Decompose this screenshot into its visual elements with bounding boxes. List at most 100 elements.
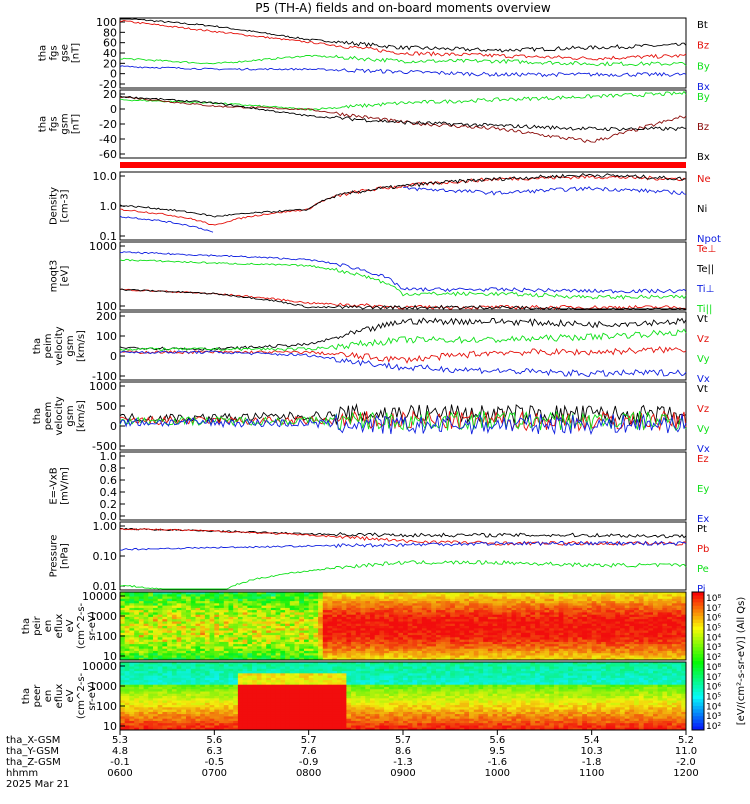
spectro-cell [200,606,205,609]
spectro-cell [606,651,611,654]
spectro-cell [615,633,620,636]
spectro-cell [262,673,267,676]
spectro-cell [667,617,672,620]
spectro-cell [214,626,219,629]
spectro-cell [375,626,380,629]
spectro-cell [285,637,290,640]
spectro-cell [648,599,653,602]
spectro-cell [318,599,323,602]
spectro-cell [398,640,403,643]
spectro-cell [563,612,568,615]
spectro-cell [346,599,351,602]
spectro-cell [361,633,366,636]
spectro-cell [181,631,186,634]
spectro-cell [266,703,271,706]
spectro-cell [247,637,252,640]
spectro-cell [677,651,682,654]
spectro-cell [615,640,620,643]
spectro-cell [134,673,139,676]
spectro-cell [276,721,281,724]
spectro-cell [545,637,550,640]
spectro-cell [488,619,493,622]
spectro-cell [257,653,262,656]
spectro-cell [578,610,583,613]
spectro-cell [214,651,219,654]
spectro-cell [379,603,384,606]
spectro-cell [266,637,271,640]
spectro-cell [238,626,243,629]
series-By [120,92,686,111]
spectro-cell [243,696,248,699]
spectro-cell [120,617,125,620]
spectro-cell [365,617,370,620]
spectro-cell [403,624,408,627]
spectro-cell [672,619,677,622]
spectro-cell [233,669,238,672]
spectro-cell [238,667,243,670]
spectro-cell [271,599,276,602]
spectro-cell [342,617,347,620]
spectro-cell [205,680,210,683]
spectro-cell [483,597,488,600]
spectro-cell [276,626,281,629]
spectro-cell [361,599,366,602]
spectro-cell [540,633,545,636]
spectro-cell [502,633,507,636]
spectro-cell [644,631,649,634]
spectro-cell [200,599,205,602]
spectro-cell [431,631,436,634]
spectro-cell [304,721,309,724]
spectro-cell [304,633,309,636]
spectro-cell [196,687,201,690]
spectro-cell [280,696,285,699]
spectro-cell [233,653,238,656]
spectro-cell [210,640,215,643]
spectro-cell [559,626,564,629]
spectro-cell [177,667,182,670]
spectro-cell [153,682,158,685]
y-axis-label: (cm^2-s- [76,602,87,649]
spectro-cell [639,603,644,606]
spectro-cell [162,640,167,643]
spectro-cell [582,606,587,609]
spectro-cell [375,610,380,613]
spectro-cell [129,716,134,719]
spectro-cell [210,689,215,692]
spectro-cell [205,597,210,600]
spectro-cell [403,633,408,636]
spectro-cell [648,606,653,609]
spectro-cell [611,617,616,620]
spectro-cell [412,610,417,613]
spectro-cell [280,682,285,685]
spectro-cell [625,651,630,654]
spectro-cell [530,651,535,654]
spectro-cell [271,696,276,699]
spectro-cell [483,624,488,627]
spectro-cell [148,631,153,634]
spectro-cell [158,597,163,600]
spectro-cell [460,633,465,636]
spectro-cell [606,597,611,600]
spectro-cell [210,624,215,627]
spectro-cell [299,633,304,636]
spectro-cell [394,603,399,606]
spectro-cell [549,644,554,647]
spectro-cell [257,599,262,602]
spectro-cell [177,653,182,656]
spectro-cell [162,619,167,622]
spectro-cell [545,606,550,609]
spectro-cell [252,673,257,676]
spectro-cell [276,610,281,613]
spectro-cell [276,687,281,690]
spectro-cell [629,603,634,606]
spectro-cell [611,631,616,634]
spectro-cell [351,633,356,636]
spectro-cell [455,626,460,629]
spectro-cell [205,610,210,613]
spectro-cell [573,603,578,606]
spectro-cell [191,612,196,615]
spectro-cell [370,612,375,615]
spectro-cell [389,597,394,600]
spectro-cell [238,694,243,697]
